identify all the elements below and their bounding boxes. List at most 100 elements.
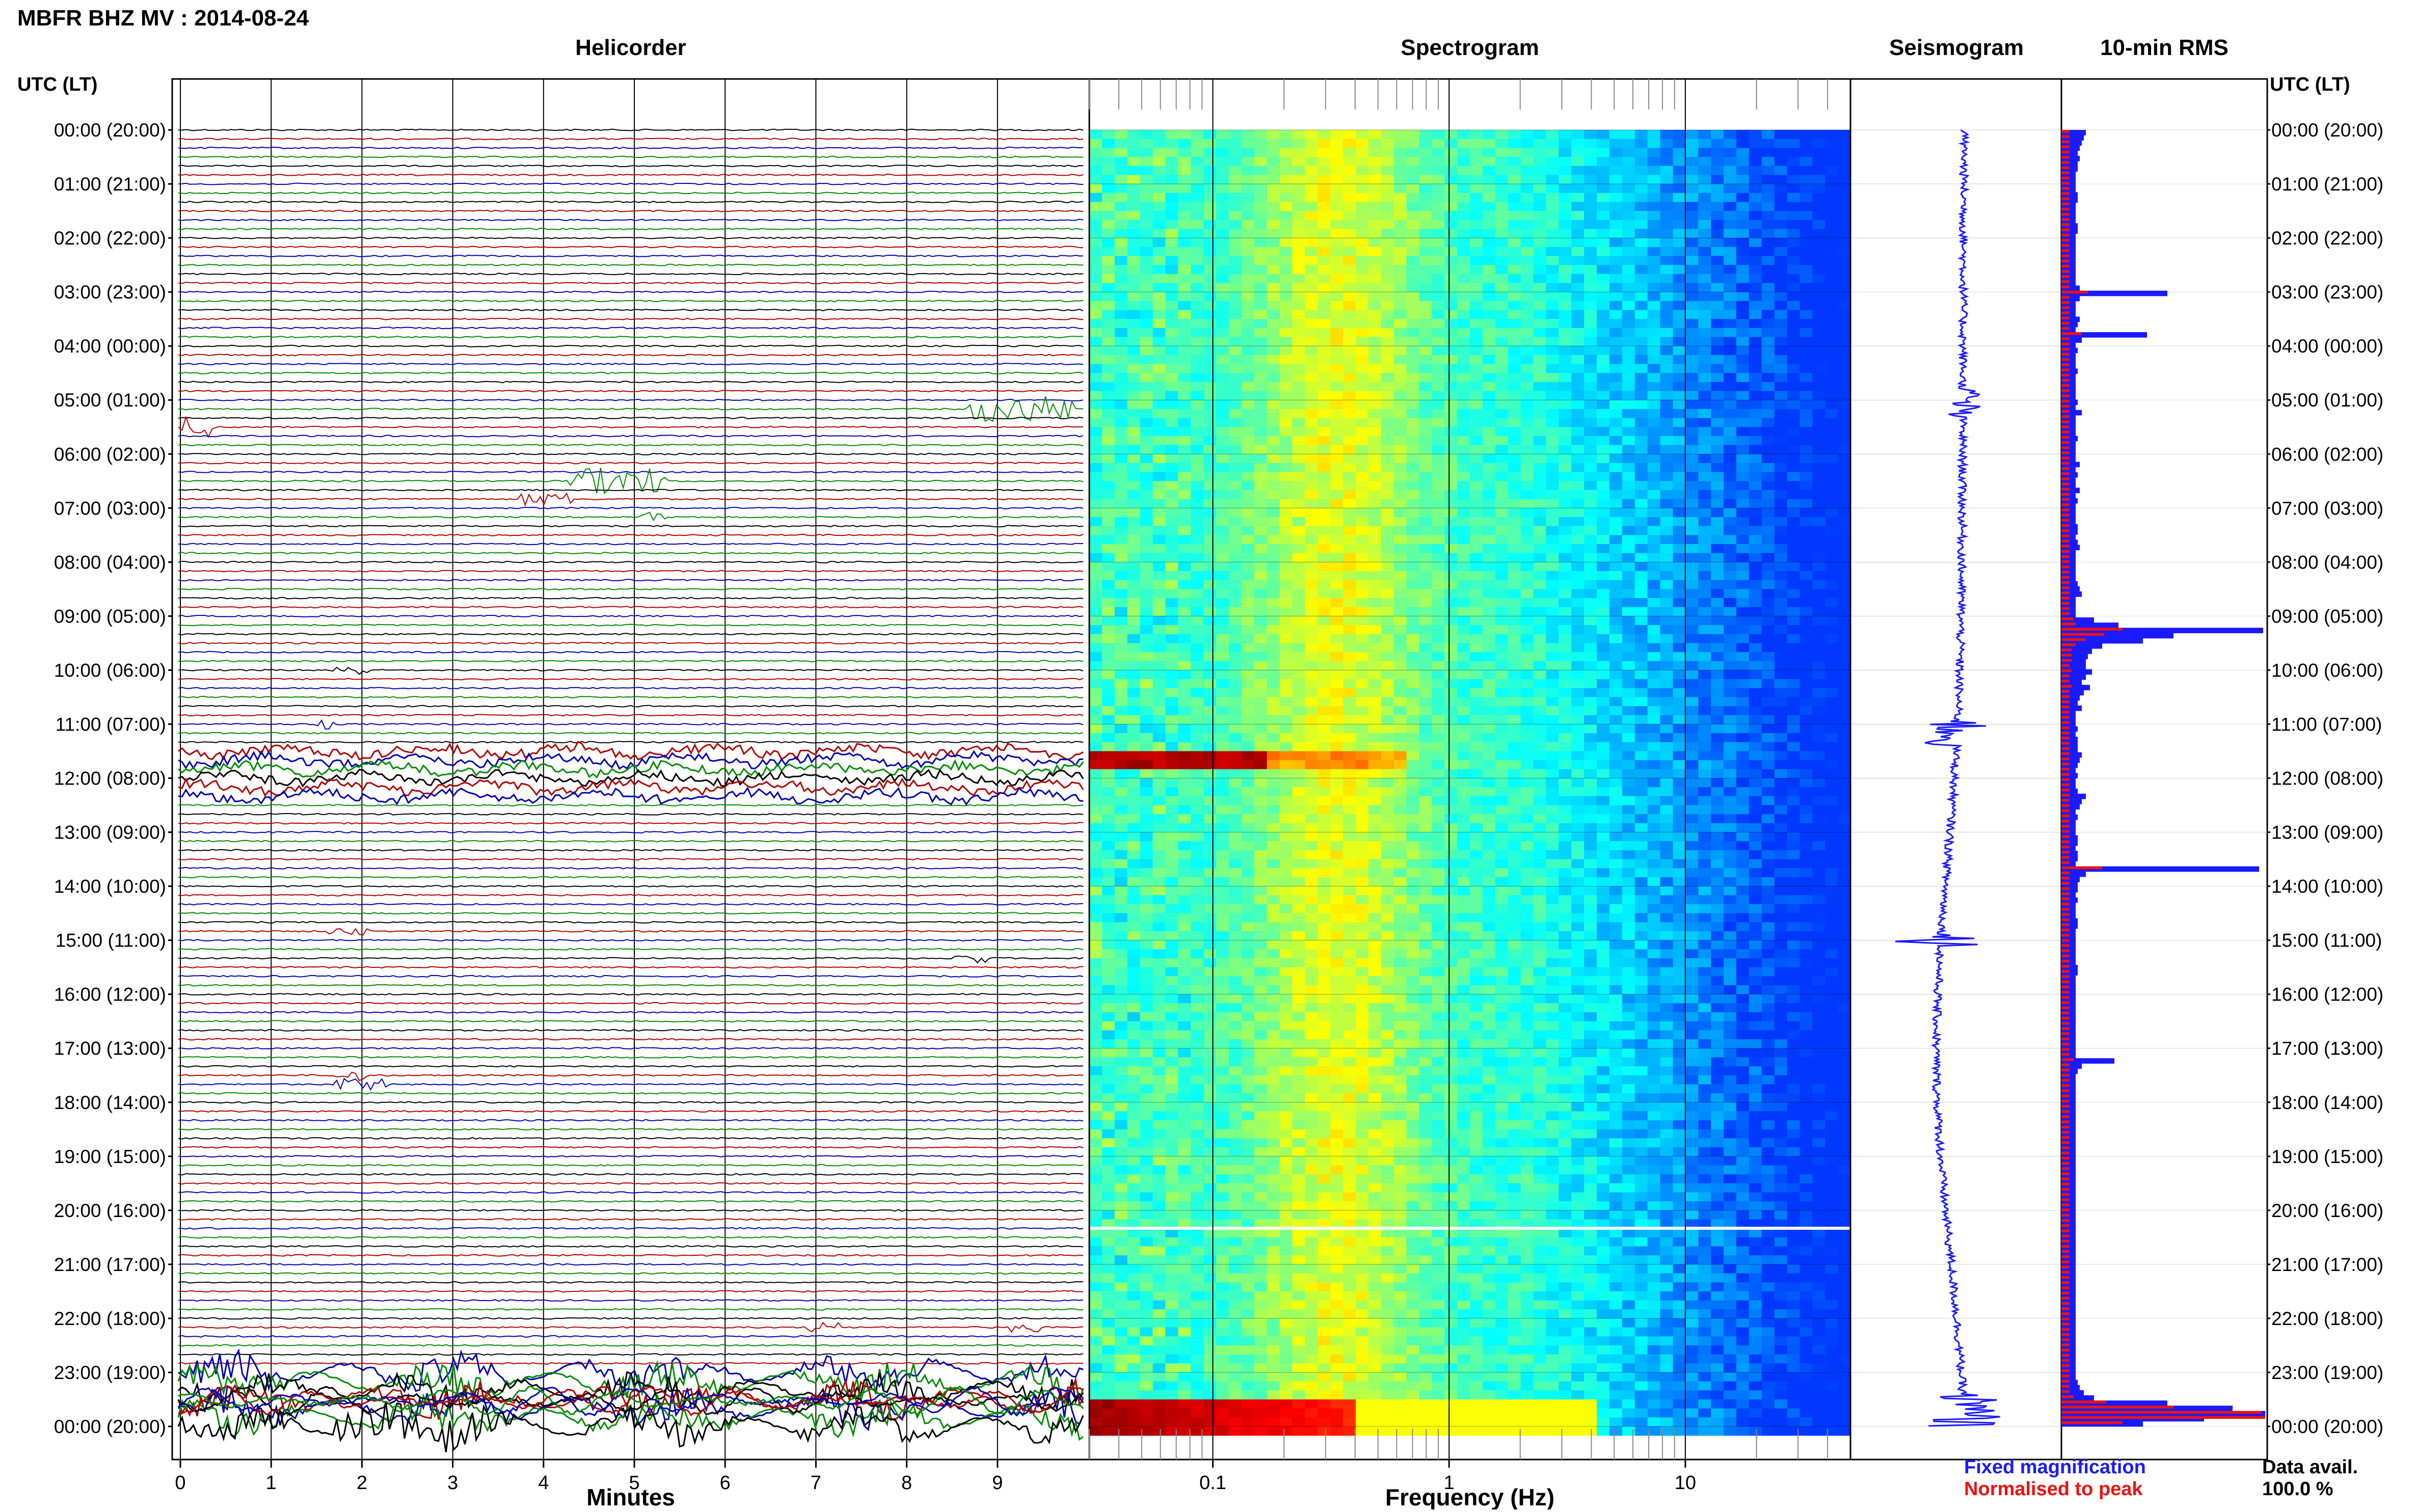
- spectrogram-cell: [1698, 256, 1711, 265]
- spectrogram-cell: [1369, 130, 1382, 139]
- spectrogram-cell: [1698, 697, 1711, 706]
- spectrogram-cell: [1508, 787, 1521, 796]
- spectrogram-cell: [1622, 769, 1635, 778]
- spectrogram-cell: [1800, 148, 1813, 157]
- spectrogram-cell: [1280, 418, 1293, 427]
- spectrogram-cell: [1775, 481, 1788, 490]
- spectrogram-cell: [1698, 508, 1711, 517]
- spectrogram-cell: [1838, 445, 1851, 454]
- spectrogram-cell: [1242, 193, 1255, 202]
- spectrogram-cell: [1812, 445, 1826, 454]
- spectrogram-cell: [1609, 571, 1623, 580]
- spectrogram-cell: [1622, 157, 1635, 166]
- spectrogram-cell: [1432, 697, 1445, 706]
- spectrogram-cell: [1318, 346, 1331, 355]
- spectrogram-cell: [1483, 526, 1496, 535]
- spectrogram-cell: [1407, 598, 1420, 607]
- spectrogram-cell: [1495, 832, 1509, 842]
- spectrogram-cell: [1470, 589, 1483, 598]
- spectrogram-cell: [1762, 778, 1775, 788]
- spectrogram-cell: [1673, 823, 1686, 832]
- spectrogram-cell: [1635, 805, 1648, 815]
- spectrogram-cell: [1521, 508, 1534, 517]
- spectrogram-cell: [1800, 328, 1813, 337]
- spectrogram-cell: [1330, 571, 1344, 580]
- spectrogram-cell: [1153, 607, 1166, 616]
- spectrogram-cell: [1343, 454, 1356, 463]
- spectrogram-cell: [1508, 526, 1521, 535]
- spectrogram-cell: [1305, 679, 1318, 688]
- spectrogram-cell: [1673, 841, 1686, 850]
- spectrogram-cell: [1685, 499, 1699, 508]
- spectrogram-cell: [1457, 139, 1470, 148]
- spectrogram-cell: [1115, 670, 1128, 679]
- spectrogram-cell: [1229, 310, 1242, 319]
- spectrogram-cell: [1394, 157, 1407, 166]
- spectrogram-cell: [1559, 517, 1572, 526]
- spectrogram-cell: [1762, 301, 1775, 310]
- spectrogram-cell: [1508, 409, 1521, 418]
- spectrogram-cell: [1153, 526, 1166, 535]
- spectrogram-cell: [1685, 598, 1699, 607]
- spectrogram-cell: [1470, 814, 1483, 823]
- spectrogram-cell: [1394, 355, 1407, 364]
- spectrogram-cell: [1749, 229, 1762, 238]
- spectrogram-cell: [1216, 463, 1229, 472]
- spectrogram-cell: [1407, 274, 1420, 283]
- spectrogram-cell: [1508, 832, 1521, 842]
- spectrogram-cell: [1775, 463, 1788, 472]
- spectrogram-cell: [1267, 463, 1280, 472]
- spectrogram-cell: [1775, 130, 1788, 139]
- spectrogram-cell: [1787, 436, 1801, 445]
- spectrogram-cell: [1470, 445, 1483, 454]
- spectrogram-cell: [1242, 562, 1255, 571]
- spectrogram-cell: [1343, 292, 1356, 301]
- spectrogram-cell: [1812, 652, 1826, 661]
- spectrogram-cell: [1267, 661, 1280, 670]
- spectrogram-cell: [1648, 841, 1661, 850]
- spectrogram-cell: [1089, 130, 1103, 139]
- spectrogram-cell: [1685, 562, 1699, 571]
- spectrogram-cell: [1597, 256, 1610, 265]
- spectrogram-cell: [1521, 490, 1534, 499]
- spectrogram-cell: [1495, 130, 1509, 139]
- spectrogram-cell: [1749, 661, 1762, 670]
- spectrogram-cell: [1508, 562, 1521, 571]
- spectrogram-cell: [1775, 616, 1788, 625]
- spectrogram-cell: [1762, 202, 1775, 211]
- spectrogram-cell: [1089, 661, 1103, 670]
- spectrogram-cell: [1242, 481, 1255, 490]
- spectrogram-cell: [1407, 211, 1420, 220]
- spectrogram-cell: [1343, 661, 1356, 670]
- spectrogram-cell: [1609, 562, 1623, 571]
- spectrogram-cell: [1191, 490, 1204, 499]
- spectrogram-cell: [1254, 571, 1268, 580]
- spectrogram-cell: [1356, 553, 1369, 562]
- spectrogram-cell: [1584, 805, 1597, 815]
- spectrogram-cell: [1622, 706, 1635, 715]
- spectrogram-cell: [1622, 634, 1635, 643]
- spectrogram-cell: [1102, 220, 1115, 229]
- spectrogram-cell: [1343, 274, 1356, 283]
- spectrogram-cell: [1724, 499, 1737, 508]
- spectrogram-cell: [1203, 364, 1217, 373]
- spectrogram-cell: [1775, 364, 1788, 373]
- spectrogram-cell: [1419, 697, 1432, 706]
- spectrogram-cell: [1495, 319, 1509, 328]
- spectrogram-cell: [1622, 715, 1635, 724]
- spectrogram-cell: [1749, 724, 1762, 734]
- spectrogram-cell: [1521, 373, 1534, 382]
- spectrogram-cell: [1812, 661, 1826, 670]
- spectrogram-cell: [1128, 409, 1141, 418]
- spectrogram-cell: [1140, 499, 1153, 508]
- spectrogram-cell: [1825, 265, 1838, 274]
- spectrogram-cell: [1648, 580, 1661, 589]
- spectrogram-cell: [1356, 517, 1369, 526]
- spectrogram-cell: [1178, 625, 1191, 634]
- spectrogram-cell: [1762, 400, 1775, 409]
- spectrogram-cell: [1089, 346, 1103, 355]
- spectrogram-cell: [1685, 652, 1699, 661]
- spectrogram-cell: [1635, 544, 1648, 553]
- spectrogram-cell: [1178, 391, 1191, 400]
- spectrogram-cell: [1495, 310, 1509, 319]
